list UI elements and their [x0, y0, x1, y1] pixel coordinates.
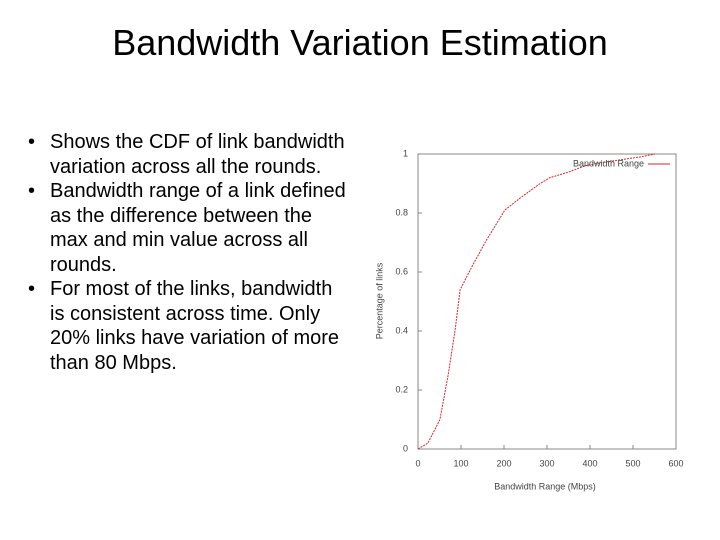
- x-tick-label: 200: [496, 458, 511, 468]
- bullet-list: Shows the CDF of link bandwidth variatio…: [28, 130, 348, 375]
- bullet: Shows the CDF of link bandwidth variatio…: [28, 130, 348, 179]
- slide-title: Bandwidth Variation Estimation: [112, 22, 608, 63]
- y-tick-label: 0.6: [395, 266, 408, 276]
- x-tick-label: 600: [668, 458, 683, 468]
- y-tick-label: 1: [403, 148, 408, 158]
- x-tick-label: 500: [625, 458, 640, 468]
- y-tick-label: 0.4: [395, 325, 408, 335]
- plot-frame: [417, 153, 677, 450]
- cdf-line: [417, 153, 656, 450]
- x-tick-label: 100: [453, 458, 468, 468]
- y-tick-label: 0: [403, 443, 408, 453]
- legend-label: Bandwidth Range: [573, 158, 644, 168]
- x-tick-label: 0: [415, 458, 420, 468]
- y-tick-label: 0.2: [395, 384, 408, 394]
- y-axis-label: Percentage of links: [374, 262, 384, 339]
- x-tick-label: 400: [582, 458, 597, 468]
- x-axis-label: Bandwidth Range (Mbps): [494, 481, 596, 491]
- bullet: For most of the links, bandwidth is cons…: [28, 277, 348, 375]
- x-tick-label: 300: [539, 458, 554, 468]
- y-tick-label: 0.8: [395, 207, 408, 217]
- bullet: Bandwidth range of a link defined as the…: [28, 179, 348, 277]
